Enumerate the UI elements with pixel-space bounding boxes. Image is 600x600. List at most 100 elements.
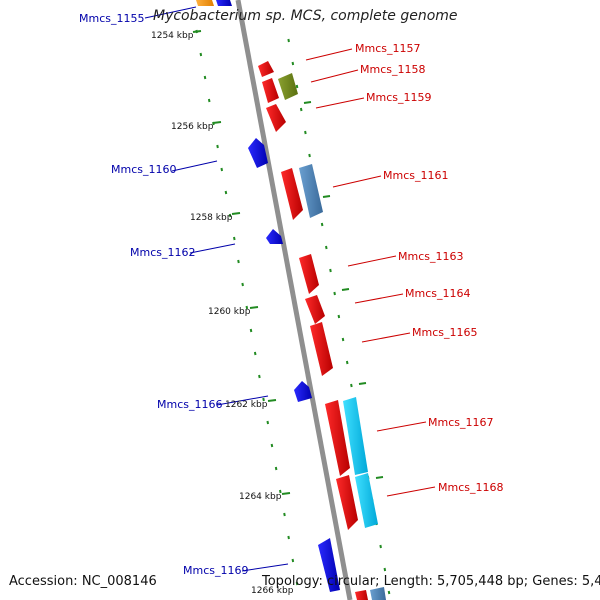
- gene-label-mmcs-1163[interactable]: Mmcs_1163: [398, 250, 463, 263]
- gene-mmcs-1159[interactable]: [266, 104, 286, 132]
- track-dot: [258, 374, 261, 379]
- track-dot: [308, 153, 311, 158]
- gene-label-mmcs-1167[interactable]: Mmcs_1167: [428, 416, 493, 429]
- gene-label-mmcs-1158[interactable]: Mmcs_1158: [360, 63, 425, 76]
- genome-backbone: [235, 0, 353, 600]
- gene-mmcs-1166[interactable]: [294, 381, 312, 402]
- track-dot: [199, 52, 203, 57]
- scale-ticks: [192, 30, 384, 495]
- track-dot: [383, 567, 387, 572]
- scale-tick: [375, 476, 384, 479]
- gene-label-mmcs-1159[interactable]: Mmcs_1159: [366, 91, 431, 104]
- track-dot: [291, 61, 295, 66]
- track-dot: [237, 259, 240, 264]
- track-dot: [350, 383, 353, 388]
- track-dot: [320, 222, 324, 227]
- scale-tick: [358, 382, 367, 385]
- kbp-labels: 1254 kbp 1256 kbp 1258 kbp 1260 kbp 1262…: [151, 31, 294, 596]
- genome-stats-text: Topology: circular; Length: 5,705,448 bp…: [262, 574, 600, 589]
- track-dot: [270, 443, 274, 448]
- gene-label-mmcs-1168[interactable]: Mmcs_1168: [438, 481, 503, 494]
- gene-mmcs-1165[interactable]: [310, 322, 333, 376]
- track-dot: [274, 466, 278, 471]
- gene-bottom-red: [355, 590, 368, 600]
- track-dot: [337, 314, 341, 319]
- scale-tick: [231, 212, 241, 215]
- scale-tick: [281, 492, 291, 495]
- track-dot: [345, 360, 349, 365]
- gene-label-mmcs-1157[interactable]: Mmcs_1157: [355, 42, 420, 55]
- gene-mmcs-1155-feature[interactable]: [196, 0, 214, 6]
- scale-tick: [303, 101, 312, 104]
- gene-mmcs-1168-cds[interactable]: [336, 475, 358, 530]
- scale-tick: [341, 288, 350, 291]
- gene-mmcs-1169[interactable]: [318, 538, 340, 592]
- track-dot: [387, 590, 391, 595]
- gene-mmcs-1167-cds[interactable]: [325, 400, 350, 476]
- gene-mmcs-1158-feature[interactable]: [278, 73, 298, 100]
- gene-labels: Mmcs_1155 Mmcs_1157 Mmcs_1158 Mmcs_1159 …: [79, 12, 503, 577]
- scale-tick: [322, 195, 331, 198]
- track-dot: [333, 291, 336, 296]
- track-dot: [329, 268, 332, 273]
- track-dot: [245, 305, 249, 310]
- gene-mmcs-1163[interactable]: [299, 254, 319, 294]
- kbp-label-1260: 1260 kbp: [208, 307, 251, 317]
- kbp-label-1256: 1256 kbp: [171, 122, 214, 132]
- scale-tick: [212, 121, 222, 124]
- kbp-label-1264: 1264 kbp: [239, 492, 282, 502]
- kbp-label-1254: 1254 kbp: [151, 31, 194, 41]
- track-dot: [341, 337, 345, 342]
- track-dot: [295, 581, 299, 586]
- track-dot: [287, 38, 290, 43]
- kbp-label-1258: 1258 kbp: [190, 213, 233, 223]
- gene-label-mmcs-1160[interactable]: Mmcs_1160: [111, 163, 176, 176]
- gene-bottom-steel: [370, 587, 386, 600]
- scale-tick: [249, 306, 259, 309]
- track-dot: [325, 245, 328, 250]
- accession-text: Accession: NC_008146: [9, 574, 157, 589]
- leader-lines: [144, 6, 436, 572]
- map-title: Mycobacterium sp. MCS, complete genome: [153, 8, 458, 24]
- track-dot: [216, 144, 219, 149]
- track-dot: [379, 544, 382, 549]
- scale-tick: [192, 30, 202, 33]
- track-dot: [262, 397, 265, 402]
- gene-label-mmcs-1169[interactable]: Mmcs_1169: [183, 564, 248, 577]
- track-dot: [287, 535, 290, 540]
- track-dot: [233, 236, 236, 241]
- kbp-label-1266: 1266 kbp: [251, 586, 294, 596]
- track-dot: [283, 512, 286, 517]
- gene-mmcs-1160[interactable]: [248, 138, 268, 168]
- track-dot: [241, 282, 244, 287]
- gene-mmcs-1158-cds[interactable]: [262, 78, 279, 103]
- gene-label-mmcs-1166[interactable]: Mmcs_1166: [157, 398, 222, 411]
- track-dot: [207, 98, 211, 103]
- gene-mmcs-1157[interactable]: [258, 61, 274, 77]
- gene-mmcs-1164[interactable]: [305, 295, 325, 324]
- gene-label-mmcs-1161[interactable]: Mmcs_1161: [383, 169, 448, 182]
- gene-mmcs-1167-feature[interactable]: [343, 397, 368, 475]
- gene-label-mmcs-1162[interactable]: Mmcs_1162: [130, 246, 195, 259]
- gene-mmcs-1162[interactable]: [266, 229, 283, 244]
- gene-mmcs-1155-cds[interactable]: [216, 0, 232, 6]
- track-dot: [291, 558, 295, 563]
- track-dot: [295, 84, 299, 89]
- track-dot: [249, 328, 253, 333]
- genes-layer: [196, 0, 386, 600]
- track-dot: [253, 351, 257, 356]
- track-dot: [220, 167, 224, 172]
- track-dot: [266, 420, 270, 425]
- gene-label-mmcs-1164[interactable]: Mmcs_1164: [405, 287, 470, 300]
- kbp-label-1262: 1262 kbp: [225, 400, 268, 410]
- track-dot: [279, 489, 282, 494]
- gene-mmcs-1161-cds[interactable]: [281, 168, 303, 220]
- gene-label-mmcs-1165[interactable]: Mmcs_1165: [412, 326, 477, 339]
- track-dot: [224, 190, 228, 195]
- gene-label-mmcs-1155[interactable]: Mmcs_1155: [79, 12, 144, 25]
- track-dot: [299, 107, 303, 112]
- track-dot: [228, 213, 232, 218]
- track-dot: [304, 130, 307, 135]
- gene-mmcs-1161-feature[interactable]: [299, 164, 323, 218]
- gene-mmcs-1168-feature[interactable]: [355, 473, 378, 528]
